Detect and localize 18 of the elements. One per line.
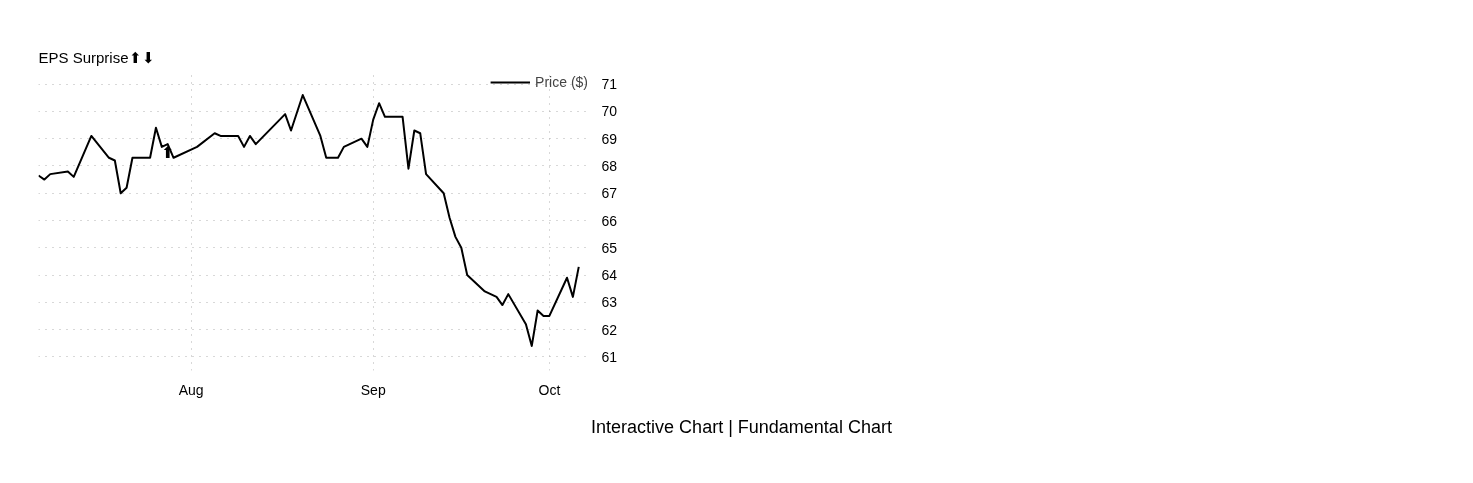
y-tick-label: 64	[601, 267, 618, 284]
x-tick-label: Aug	[178, 381, 204, 398]
y-tick-label: 61	[601, 348, 618, 365]
x-tick-label: Sep	[360, 381, 386, 398]
y-tick-label: 71	[601, 76, 618, 93]
y-tick-label: 62	[601, 321, 618, 338]
y-tick-label: 63	[601, 294, 618, 311]
line-series	[38, 94, 580, 347]
y-tick-label: 66	[601, 212, 618, 229]
y-tick-label: 68	[601, 157, 618, 174]
y-tick-label: 70	[601, 103, 618, 120]
y-tick-label: 69	[601, 130, 618, 147]
legend-label: Price ($)	[535, 74, 588, 90]
y-tick-label: 67	[601, 185, 618, 202]
x-tick-label: Oct	[538, 381, 561, 398]
chart-title: EPS Surprise⬆⬇	[38, 48, 155, 66]
y-tick-label: 65	[601, 239, 618, 256]
text: Interactive Chart | Fundamental Chart	[591, 416, 892, 439]
